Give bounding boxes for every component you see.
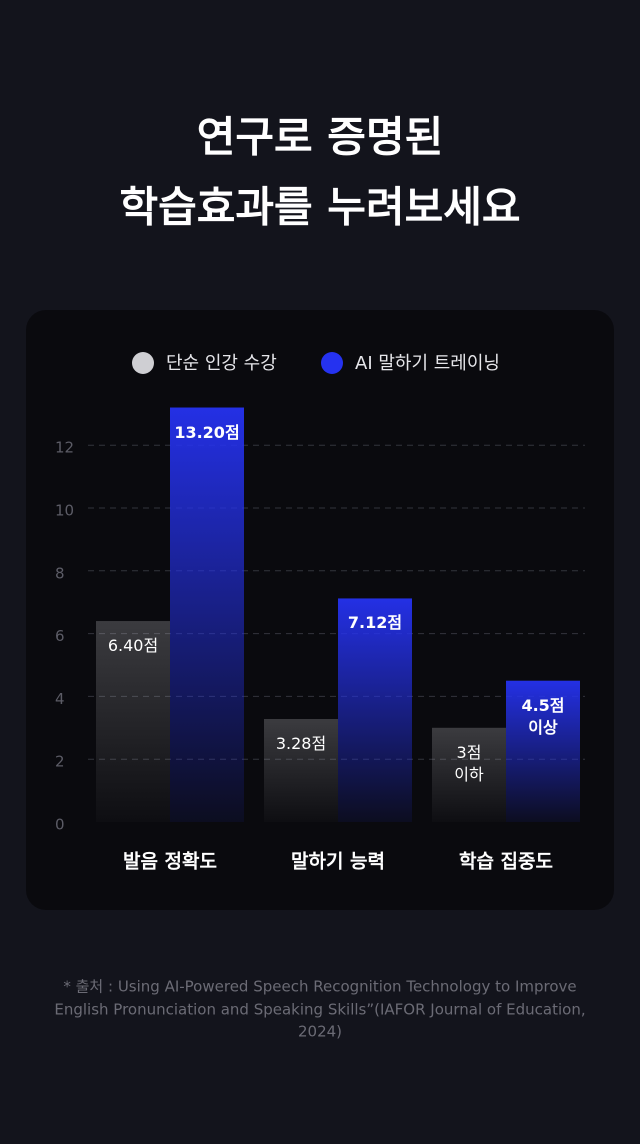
y-tick-label: 0: [55, 816, 65, 834]
x-tick-label: 발음 정확도: [123, 850, 217, 873]
bar: [432, 727, 506, 822]
x-tick-label: 학습 집중도: [459, 851, 553, 873]
title-line: 학습효과를 누려보세요: [119, 183, 520, 232]
bar: [506, 680, 580, 822]
y-tick-label: 12: [55, 439, 74, 457]
y-tick-label: 10: [55, 502, 74, 520]
bar: [170, 407, 244, 822]
title-line: 연구로 증명된: [197, 113, 443, 162]
footnote: English Pronunciation and Speaking Skill…: [54, 1001, 585, 1019]
footnote: * 출처 : Using AI-Powered Speech Recogniti…: [63, 978, 576, 996]
value-label: 6.40점: [107, 636, 159, 656]
value-label: 3점 이하: [454, 742, 484, 784]
y-tick-label: 8: [55, 564, 65, 582]
x-tick-label: 말하기 능력: [291, 851, 385, 873]
y-tick-label: 6: [55, 627, 65, 645]
value-label: 7.12점: [347, 613, 403, 633]
legend-label: AI 말하기 트레이닝: [355, 353, 500, 374]
legend-swatch: [132, 352, 154, 374]
bar: [96, 621, 170, 822]
bar: [338, 598, 412, 822]
legend-swatch: [321, 352, 343, 374]
value-label: 3.28점: [275, 734, 327, 753]
y-tick-label: 4: [55, 690, 65, 708]
bar: [264, 719, 338, 822]
value-label: 13.20점: [174, 422, 240, 442]
footnote: 2024): [298, 1023, 342, 1041]
y-tick-label: 2: [55, 753, 65, 771]
value-label: 4.5점 이상: [521, 695, 565, 737]
legend-label: 단순 인강 수강: [166, 353, 277, 374]
